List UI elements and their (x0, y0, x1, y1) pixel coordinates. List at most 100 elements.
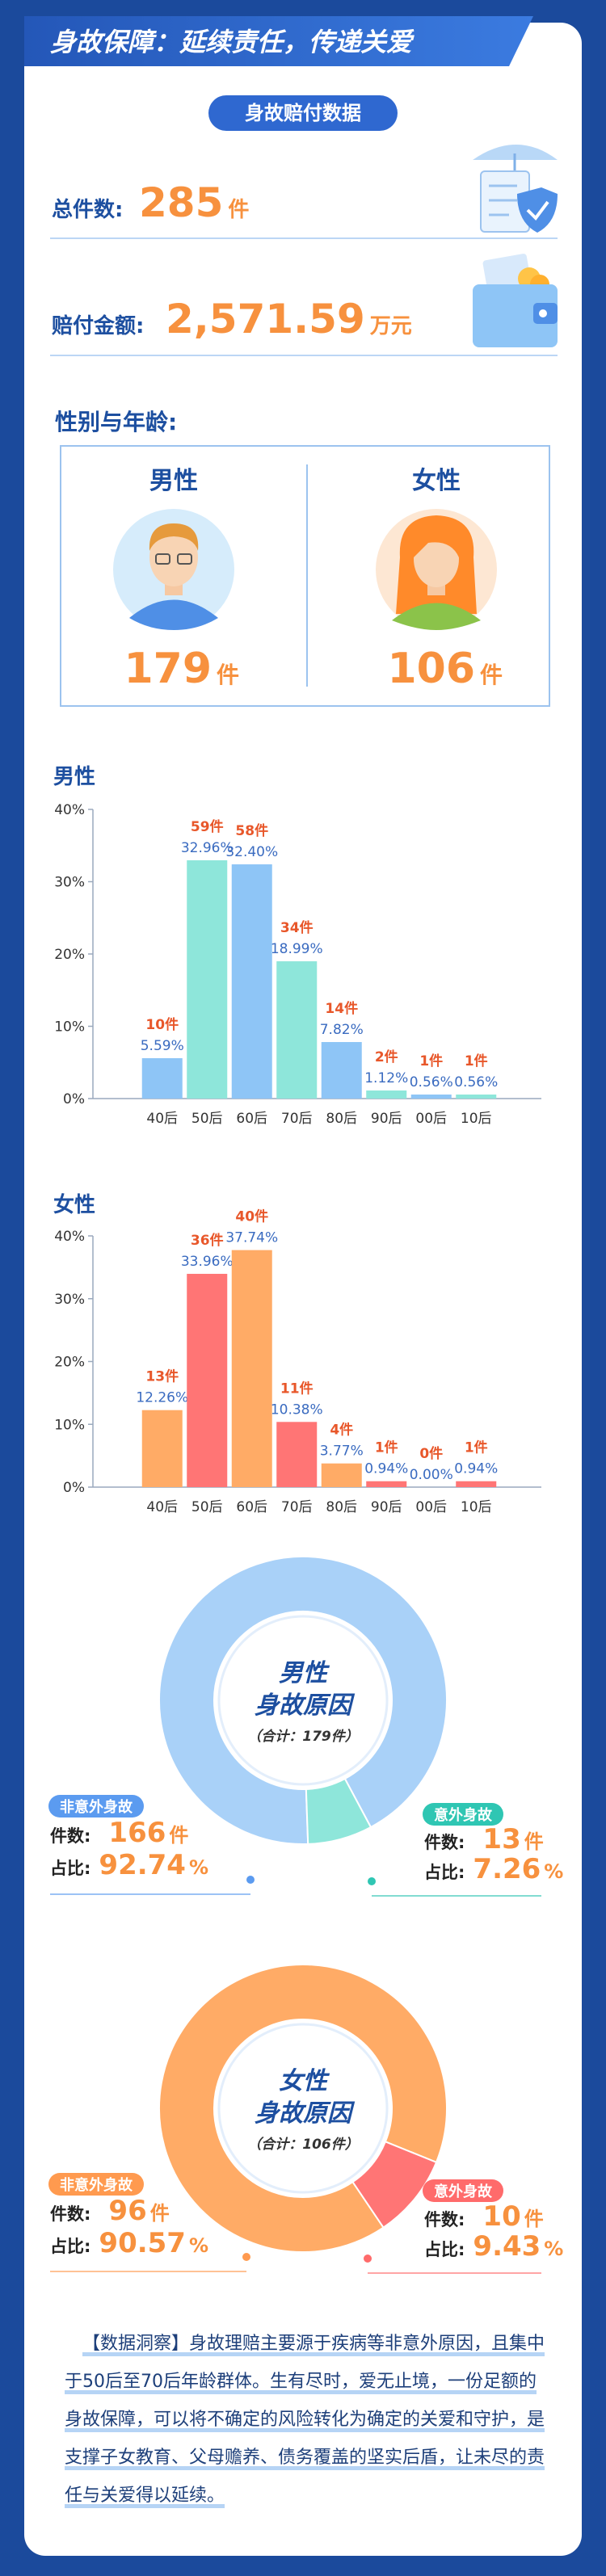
x-tick-label: 80后 (326, 1111, 357, 1127)
count-label: 1件 (465, 1439, 488, 1456)
pie-subtitle: 身故原因 (255, 2099, 356, 2128)
y-tick-label: 40% (54, 802, 85, 818)
bar (141, 1410, 183, 1487)
value-label: 3.77% (320, 1443, 364, 1460)
share-value: 7.26 (473, 1853, 541, 1885)
pie-title: 男性 (279, 1659, 330, 1687)
amount-value: 2,571.59 (166, 296, 365, 342)
share-unit: % (544, 1860, 563, 1883)
chart-title: 男性 (53, 765, 95, 789)
female-label: 女性 (412, 467, 461, 495)
value-label: 32.96% (181, 840, 234, 856)
count-value: 166 (108, 1817, 166, 1849)
value-label: 0.94% (454, 1461, 498, 1477)
count-label: 4件 (330, 1422, 353, 1439)
count-label: 40件 (235, 1208, 268, 1225)
bar (456, 1481, 497, 1487)
wallet-icon (473, 254, 558, 347)
bar (276, 961, 318, 1099)
pie-slice (158, 1964, 448, 2253)
gender-title: 性别与年龄: (55, 409, 177, 435)
count-label: 13件 (145, 1368, 179, 1385)
insurance-icon (473, 145, 558, 233)
count-label: 0件 (419, 1445, 443, 1462)
y-tick-label: 0% (63, 1480, 85, 1496)
gender-box (60, 445, 550, 707)
total-label: 总件数: (52, 198, 123, 222)
value-label: 12.26% (136, 1390, 188, 1406)
count-label: 14件 (325, 1000, 358, 1017)
count-unit: 件 (150, 2202, 170, 2225)
count-label: 1件 (419, 1053, 443, 1069)
legend-label: 非意外身故 (60, 1798, 133, 1816)
female-unit: 件 (480, 662, 503, 688)
count-label: 11件 (280, 1380, 314, 1397)
legend-pill (423, 2179, 503, 2202)
bar (231, 864, 272, 1099)
x-tick-label: 90后 (371, 1499, 402, 1515)
total-unit: 件 (228, 198, 249, 222)
pie-slice (158, 1556, 448, 1845)
legend-dot (368, 1877, 376, 1885)
insight-text: 【数据洞察】身故理赔主要源于疾病等非意外原因，且集中于50后至70后年龄群体。生… (65, 2334, 545, 2506)
header-title: 身故保障：延续责任，传递关爱 (50, 27, 415, 57)
count-value: 10 (482, 2200, 520, 2233)
y-tick-label: 30% (54, 1292, 85, 1308)
x-tick-label: 50后 (191, 1111, 223, 1127)
count-label: 10件 (145, 1016, 179, 1033)
header-banner (24, 16, 533, 66)
x-tick-label: 40后 (146, 1499, 178, 1515)
legend-label: 意外身故 (434, 2183, 493, 2200)
value-label: 0.94% (364, 1461, 408, 1477)
count-value: 13 (482, 1823, 520, 1855)
x-tick-label: 70后 (281, 1111, 313, 1127)
count-label: 件数: (50, 1826, 90, 1846)
value-label: 18.99% (271, 941, 323, 957)
pie-total: （合计：179件） (247, 1729, 359, 1745)
count-unit: 件 (169, 1824, 188, 1847)
share-label: 占比: (50, 2237, 90, 2256)
bar (366, 1090, 407, 1099)
x-tick-label: 10后 (461, 1499, 492, 1515)
legend-label: 非意外身故 (60, 2176, 133, 2194)
value-label: 37.74% (225, 1230, 278, 1246)
bar (187, 1273, 228, 1487)
bar (231, 1250, 272, 1487)
pie-subtitle: 身故原因 (255, 1691, 356, 1720)
value-label: 5.59% (141, 1038, 184, 1054)
bar (276, 1422, 318, 1487)
amount-label: 赔付金额: (52, 313, 144, 338)
count-label: 件数: (424, 2210, 465, 2229)
count-label: 2件 (375, 1048, 398, 1065)
legend-dot (242, 2253, 250, 2261)
share-label: 占比: (424, 1863, 465, 1882)
section-title: 身故赔付数据 (245, 102, 361, 124)
y-tick-label: 20% (54, 1355, 85, 1371)
amount-unit: 万元 (370, 314, 412, 338)
bar (366, 1481, 407, 1487)
bar (321, 1042, 362, 1099)
share-value: 92.74 (99, 1849, 186, 1881)
pie-slice (305, 1777, 372, 1845)
male-avatar (113, 509, 234, 630)
y-tick-label: 40% (54, 1229, 85, 1245)
count-label: 1件 (375, 1439, 398, 1456)
bar (321, 1463, 362, 1487)
pie-center (217, 1615, 389, 1786)
value-label: 33.96% (181, 1254, 234, 1270)
bar (410, 1094, 452, 1099)
count-label: 件数: (50, 2204, 90, 2224)
female-avatar (376, 509, 497, 630)
y-tick-label: 10% (54, 1019, 85, 1036)
legend-label: 意外身故 (434, 1806, 493, 1824)
x-tick-label: 00后 (415, 1499, 447, 1515)
male-label: 男性 (149, 467, 198, 495)
bar (187, 860, 228, 1099)
female-count: 106 (387, 645, 475, 693)
value-label: 32.40% (225, 844, 278, 860)
value-label: 7.82% (320, 1022, 364, 1038)
x-tick-label: 70后 (281, 1499, 313, 1515)
x-tick-label: 60后 (236, 1111, 267, 1127)
